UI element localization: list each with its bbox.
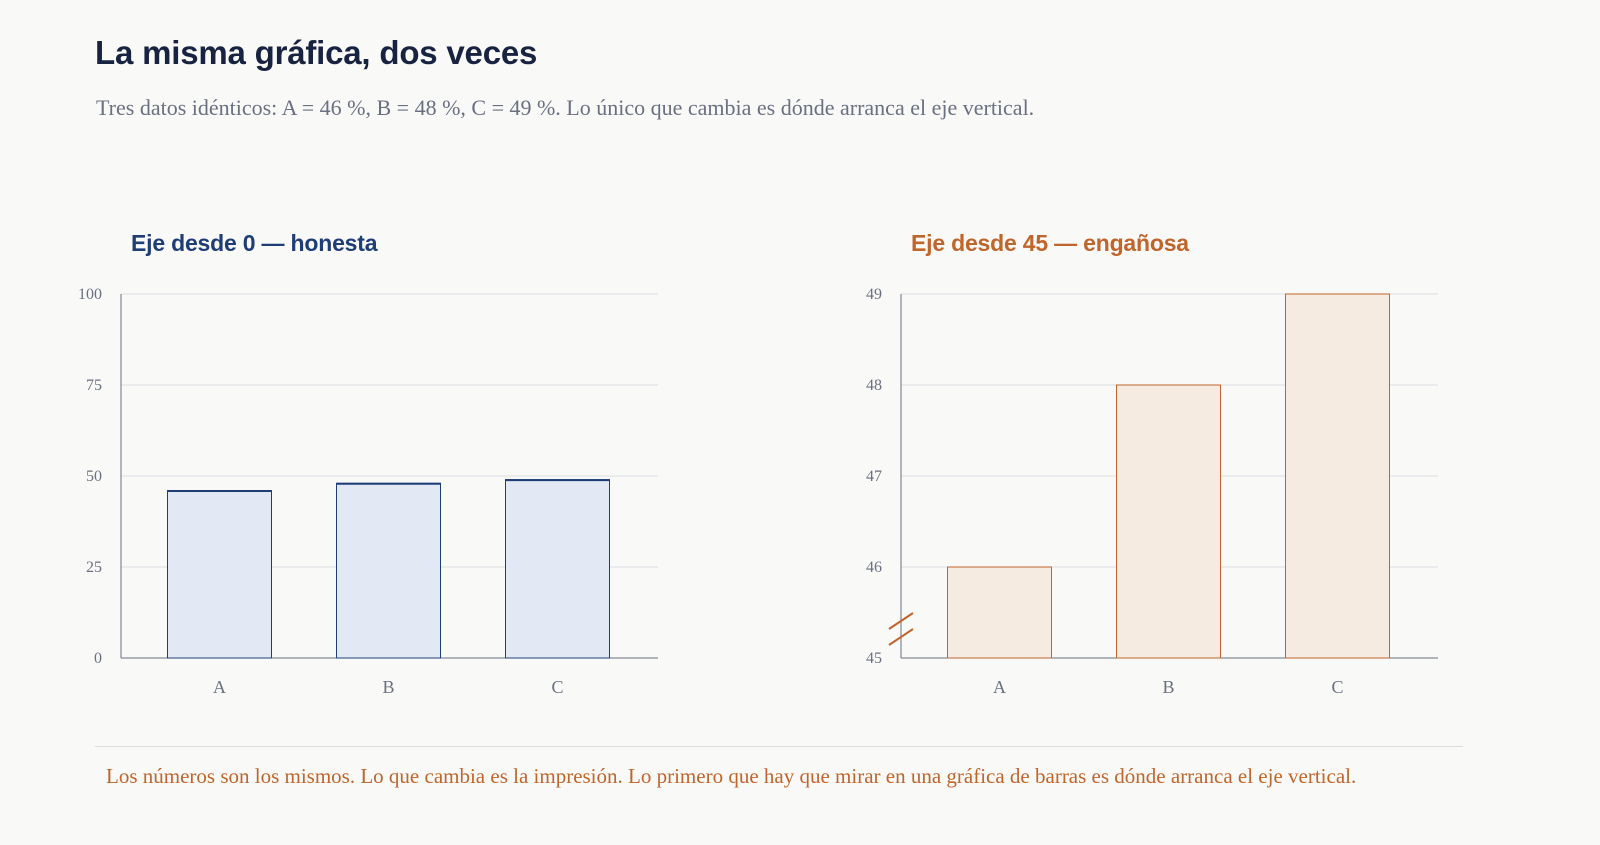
- honest-y-tick-label: 50: [86, 468, 102, 485]
- misleading-x-tick-label: B: [1162, 677, 1174, 697]
- page-title: La misma gráfica, dos veces: [95, 34, 538, 71]
- misleading-y-tick-label: 46: [866, 559, 882, 576]
- chart-title-misleading: Eje desde 45 — engañosa: [911, 230, 1189, 256]
- misleading-x-tick-label: A: [993, 677, 1006, 697]
- honest-bar-chart: 0 25 50 75 100 A B C: [78, 286, 658, 697]
- footer-divider: [95, 746, 1463, 747]
- misleading-y-tick-label: 49: [866, 286, 882, 303]
- honest-y-tick-label: 75: [86, 377, 102, 394]
- misleading-axis-break-mark: [888, 628, 914, 646]
- misleading-bar-C: [1285, 293, 1390, 659]
- honest-y-tick-label: 0: [94, 650, 102, 667]
- honest-x-tick-label: B: [382, 677, 394, 697]
- honest-bar-C: [505, 479, 610, 659]
- page-subtitle: Tres datos idénticos: A = 46 %, B = 48 %…: [96, 95, 1035, 120]
- misleading-axis-break-mark: [888, 612, 914, 630]
- misleading-y-tick-label: 47: [866, 468, 882, 485]
- misleading-y-tick-label: 45: [866, 650, 882, 667]
- honest-x-tick-label: A: [213, 677, 226, 697]
- footer-note: Los números son los mismos. Lo que cambi…: [106, 764, 1357, 788]
- misleading-y-tick-label: 48: [866, 377, 882, 394]
- chart-title-honest: Eje desde 0 — honesta: [131, 230, 378, 256]
- misleading-x-tick-label: C: [1331, 677, 1343, 697]
- honest-x-tick-label: C: [551, 677, 563, 697]
- honest-bar-B: [336, 482, 441, 659]
- honest-y-tick-label: 25: [86, 559, 102, 576]
- misleading-bar-A: [947, 566, 1052, 659]
- misleading-bar-chart: 45 46 47 48 49 A B C: [866, 286, 1438, 697]
- honest-y-tick-label: 100: [78, 286, 102, 303]
- misleading-bar-B: [1116, 384, 1221, 659]
